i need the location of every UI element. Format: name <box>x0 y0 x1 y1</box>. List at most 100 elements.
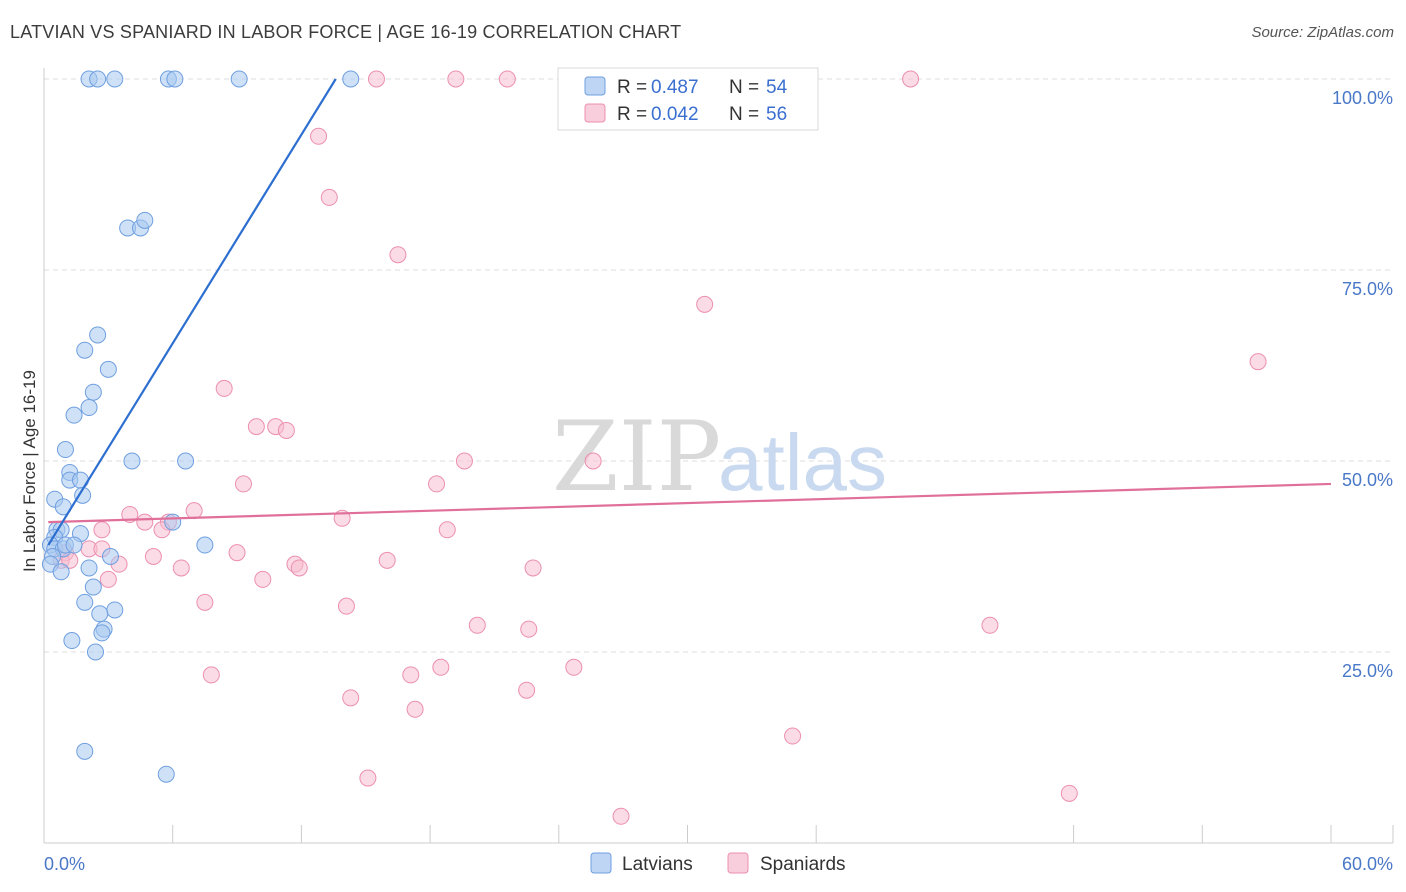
latvian-point <box>63 632 81 650</box>
y-tick-label-50: 50.0% <box>1342 470 1393 490</box>
latvian-point <box>89 326 107 344</box>
spaniard-point <box>185 502 203 520</box>
latvian-trend-line <box>47 78 337 546</box>
spaniard-point <box>520 620 538 638</box>
spaniard-point <box>518 681 536 699</box>
spaniard-point <box>320 188 338 206</box>
latvian-point <box>136 211 154 229</box>
latvian-point <box>106 601 124 619</box>
spaniard-point <box>290 559 308 577</box>
latvian-point <box>52 563 70 581</box>
latvian-point <box>93 624 111 642</box>
source-credit: Source: ZipAtlas.com <box>1251 24 1394 41</box>
trend-lines <box>47 78 1332 546</box>
latvian-point <box>164 513 182 531</box>
latvian-point <box>89 70 107 88</box>
spaniard-point <box>337 597 355 615</box>
spaniard-point <box>584 452 602 470</box>
latvian-points <box>41 70 360 783</box>
watermark-zip: ZIP <box>552 401 721 513</box>
spaniard-point <box>1249 353 1267 371</box>
spaniard-point <box>428 475 446 493</box>
spaniard-point <box>612 807 630 825</box>
axes <box>43 68 1394 844</box>
latvian-point <box>342 70 360 88</box>
spaniard-points <box>52 70 1267 825</box>
spaniard-point <box>202 666 220 684</box>
spaniard-point <box>565 658 583 676</box>
spaniard-point <box>310 127 328 145</box>
grid-lines <box>44 78 1393 653</box>
latvian-point <box>177 452 195 470</box>
spaniard-point <box>696 295 714 313</box>
spaniard-point <box>902 70 920 88</box>
legend-latvian-r-label: R = <box>617 77 647 98</box>
spaniard-point <box>196 593 214 611</box>
bottom-legend-swatch-latvian <box>590 852 612 874</box>
latvian-point <box>99 360 117 378</box>
legend-spaniard-n-value: 56 <box>766 104 787 125</box>
latvian-point <box>91 605 109 623</box>
spaniard-trend-line <box>48 482 1332 524</box>
spaniard-point <box>455 452 473 470</box>
latvian-point <box>84 578 102 596</box>
spaniard-point <box>432 658 450 676</box>
latvian-point <box>65 406 83 424</box>
latvian-point <box>196 536 214 554</box>
spaniard-point <box>359 769 377 787</box>
chart-title: LATVIAN VS SPANIARD IN LABOR FORCE | AGE… <box>10 22 682 42</box>
latvian-point <box>106 70 124 88</box>
series-legend: Latvians Spaniards <box>590 852 846 875</box>
legend-spaniard-n-label: N = <box>729 104 759 125</box>
correlation-legend: R = 0.487 N = 54 R = 0.042 N = 56 <box>557 67 819 131</box>
latvian-point <box>166 70 184 88</box>
spaniard-point <box>438 521 456 539</box>
legend-spaniard-r-label: R = <box>617 104 647 125</box>
spaniard-point <box>277 421 295 439</box>
latvian-point <box>76 742 94 760</box>
latvian-point <box>157 765 175 783</box>
spaniard-point <box>136 513 154 531</box>
y-axis-title: In Labor Force | Age 16-19 <box>20 370 39 572</box>
y-tick-label-25: 25.0% <box>1342 661 1393 681</box>
spaniard-point <box>784 727 802 745</box>
spaniard-point <box>389 246 407 264</box>
latvian-point <box>80 559 98 577</box>
legend-latvian-n-label: N = <box>729 77 759 98</box>
spaniard-point <box>247 418 265 436</box>
spaniard-point <box>402 666 420 684</box>
x-tick-label-min: 0.0% <box>44 854 85 874</box>
legend-latvian-n-value: 54 <box>766 77 788 98</box>
spaniard-point <box>378 551 396 569</box>
latvian-point <box>76 593 94 611</box>
latvian-point <box>230 70 248 88</box>
latvian-point <box>80 399 98 417</box>
spaniard-point <box>1060 784 1078 802</box>
latvian-point <box>101 548 119 565</box>
watermark-atlas: atlas <box>718 418 887 507</box>
spaniard-point <box>406 700 424 718</box>
latvian-point <box>56 441 74 459</box>
legend-swatch-spaniard <box>584 103 606 123</box>
latvian-point <box>65 536 83 554</box>
spaniard-point <box>468 616 486 634</box>
spaniard-point <box>524 559 542 577</box>
y-tick-labels: 25.0% 50.0% 75.0% 100.0% <box>1332 88 1393 681</box>
spaniard-point <box>144 548 162 565</box>
spaniard-point <box>498 70 516 88</box>
legend-swatch-latvian <box>584 76 606 96</box>
spaniard-point <box>447 70 465 88</box>
y-tick-label-100: 100.0% <box>1332 88 1393 108</box>
latvian-point <box>86 643 104 661</box>
latvian-point <box>76 341 94 359</box>
spaniard-point <box>254 570 272 588</box>
spaniard-point <box>367 70 385 88</box>
spaniard-point <box>228 544 246 562</box>
spaniard-point <box>234 475 252 493</box>
latvian-point <box>123 452 141 470</box>
bottom-legend-latvian: Latvians <box>622 854 693 875</box>
bottom-legend-spaniard: Spaniards <box>760 854 846 875</box>
spaniard-point <box>215 379 233 397</box>
y-tick-label-75: 75.0% <box>1342 279 1393 299</box>
